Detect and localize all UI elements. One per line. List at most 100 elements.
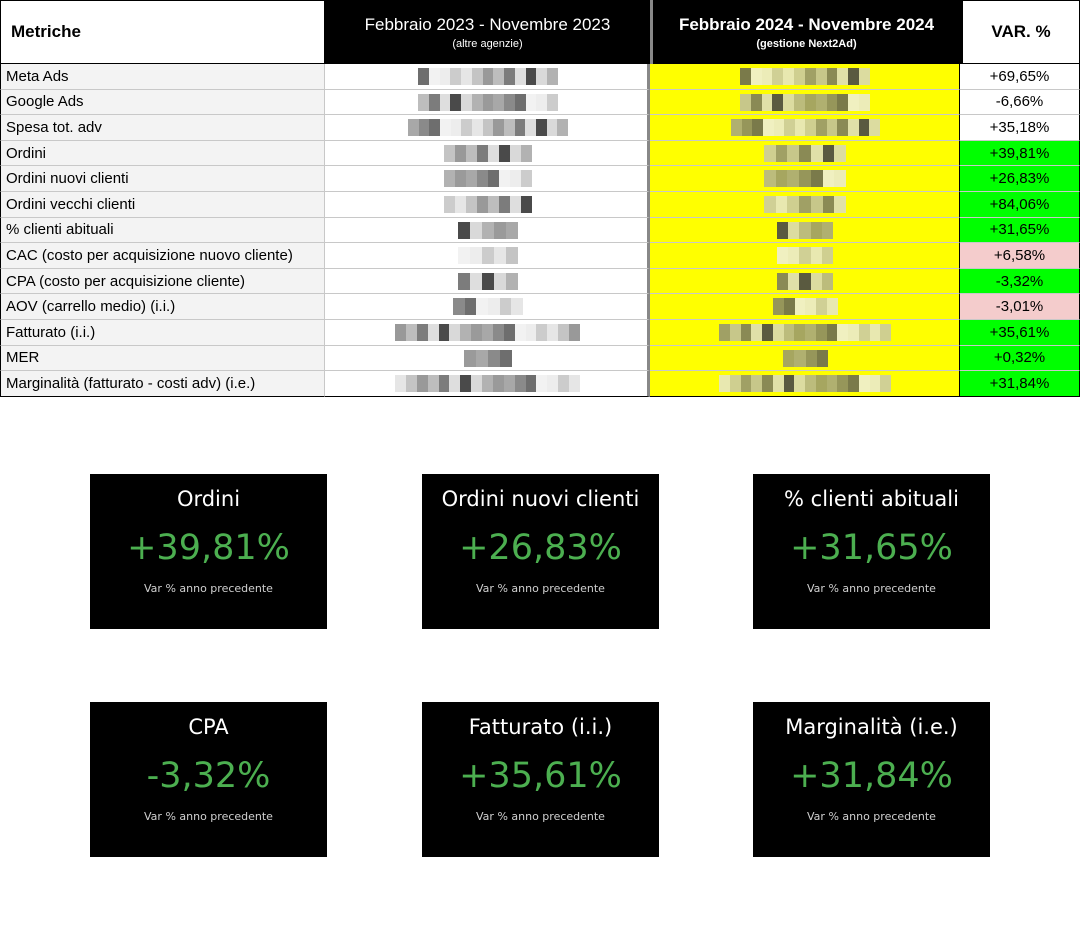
kpi-card-ordini: Ordini +39,81% Var % anno precedente	[90, 474, 327, 629]
pixelated-value	[418, 68, 558, 85]
pixelated-value	[408, 119, 568, 137]
table-row: Ordini +39,81%	[0, 140, 1080, 167]
metric-label: MER	[0, 345, 325, 372]
value-2024	[650, 371, 960, 397]
pixelated-value	[464, 349, 512, 367]
kpi-card-marginalita: Marginalità (i.e.) +31,84% Var % anno pr…	[753, 702, 990, 857]
pixelated-value	[458, 247, 518, 265]
header-period-2023-label: Febbraio 2023 - Novembre 2023	[364, 14, 611, 34]
kpi-card-value: +39,81%	[127, 528, 290, 568]
pixelated-value	[777, 247, 833, 265]
value-2023	[325, 319, 650, 346]
table-row: Fatturato (i.i.) +35,61%	[0, 319, 1080, 346]
var-percent: +69,65%	[960, 64, 1080, 90]
table-body: Meta Ads +69,65% Google Ads -6,66% Spesa tot…	[0, 64, 1080, 397]
var-percent: +84,06%	[960, 191, 1080, 218]
pixelated-value	[444, 195, 532, 213]
metric-label: Marginalità (fatturato - costi adv) (i.e…	[0, 371, 325, 397]
metric-label: Spesa tot. adv	[0, 115, 325, 141]
pixelated-value	[740, 68, 870, 85]
table-row: Google Ads -6,66%	[0, 89, 1080, 116]
kpi-card-subtitle: Var % anno precedente	[476, 810, 605, 823]
pixelated-value	[395, 323, 580, 341]
value-2024	[650, 268, 960, 295]
header-period-2024-note: (gestione Next2Ad)	[756, 37, 857, 50]
kpi-card-value: +26,83%	[459, 528, 622, 568]
kpi-card-subtitle: Var % anno precedente	[144, 582, 273, 595]
pixelated-value	[783, 349, 828, 367]
value-2024	[650, 140, 960, 167]
kpi-card-title: CPA	[188, 715, 229, 739]
value-2024	[650, 166, 960, 192]
pixelated-value	[458, 272, 518, 290]
metric-label: CAC (costo per acquisizione nuovo client…	[0, 243, 325, 269]
metric-label: Fatturato (i.i.)	[0, 319, 325, 346]
kpi-card-value: +31,84%	[790, 756, 953, 796]
var-percent: +31,65%	[960, 217, 1080, 244]
kpi-card-cpa: CPA -3,32% Var % anno precedente	[90, 702, 327, 857]
pixelated-value	[719, 375, 891, 393]
kpi-card-title: % clienti abituali	[784, 487, 959, 511]
pixelated-value	[719, 323, 891, 341]
var-percent: +0,32%	[960, 345, 1080, 372]
kpi-card-title: Fatturato (i.i.)	[468, 715, 613, 739]
pixelated-value	[731, 119, 880, 137]
metric-label: Ordini vecchi clienti	[0, 191, 325, 218]
var-percent: -3,01%	[960, 294, 1080, 320]
value-2023	[325, 371, 650, 397]
kpi-card-value: -3,32%	[146, 756, 271, 796]
header-var-label: VAR. %	[991, 22, 1051, 41]
value-2023	[325, 64, 650, 90]
table-row: Ordini nuovi clienti +26,83%	[0, 166, 1080, 192]
pixelated-value	[453, 298, 523, 316]
var-percent: +35,18%	[960, 115, 1080, 141]
table-row: % clienti abituali +31,65%	[0, 217, 1080, 244]
header-period-2024: Febbraio 2024 - Novembre 2024 (gestione …	[650, 0, 960, 64]
kpi-card-title: Ordini	[176, 487, 241, 511]
value-2024	[650, 319, 960, 346]
value-2024	[650, 345, 960, 372]
table-row: Marginalità (fatturato - costi adv) (i.e…	[0, 371, 1080, 397]
pixelated-value	[740, 93, 870, 111]
kpi-card-subtitle: Var % anno precedente	[476, 582, 605, 595]
kpi-card-clienti-abituali: % clienti abituali +31,65% Var % anno pr…	[753, 474, 990, 629]
header-period-2023: Febbraio 2023 - Novembre 2023 (altre age…	[325, 0, 650, 64]
var-percent: +31,84%	[960, 371, 1080, 397]
header-period-2023-note: (altre agenzie)	[452, 37, 523, 50]
pixelated-value	[777, 221, 833, 239]
kpi-card-value: +31,65%	[790, 528, 953, 568]
table-row: CAC (costo per acquisizione nuovo client…	[0, 243, 1080, 269]
value-2024	[650, 89, 960, 116]
table-row: CPA (costo per acquisizione cliente) -3,3…	[0, 268, 1080, 295]
var-percent: -3,32%	[960, 268, 1080, 295]
pixelated-value	[444, 144, 532, 162]
metric-label: % clienti abituali	[0, 217, 325, 244]
value-2023	[325, 115, 650, 141]
value-2023	[325, 140, 650, 167]
value-2024	[650, 294, 960, 320]
kpi-card-subtitle: Var % anno precedente	[807, 582, 936, 595]
value-2023	[325, 243, 650, 269]
value-2023	[325, 191, 650, 218]
header-metrics-label: Metriche	[11, 22, 81, 41]
kpi-card-value: +35,61%	[459, 756, 622, 796]
table-row: Meta Ads +69,65%	[0, 64, 1080, 90]
value-2023	[325, 89, 650, 116]
kpi-card-ordini-nuovi-clienti: Ordini nuovi clienti +26,83% Var % anno …	[422, 474, 659, 629]
header-metrics: Metriche	[0, 0, 325, 64]
value-2024	[650, 115, 960, 141]
table-row: MER +0,32%	[0, 345, 1080, 372]
metric-label: CPA (costo per acquisizione cliente)	[0, 268, 325, 295]
value-2023	[325, 268, 650, 295]
var-percent: +6,58%	[960, 243, 1080, 269]
metric-label: Ordini	[0, 140, 325, 167]
value-2023	[325, 345, 650, 372]
metric-label: Ordini nuovi clienti	[0, 166, 325, 192]
kpi-card-title: Ordini nuovi clienti	[441, 487, 640, 511]
value-2024	[650, 243, 960, 269]
pixelated-value	[418, 93, 558, 111]
pixelated-value	[777, 272, 833, 290]
var-percent: +39,81%	[960, 140, 1080, 167]
pixelated-value	[395, 375, 580, 393]
pixelated-value	[773, 298, 838, 316]
